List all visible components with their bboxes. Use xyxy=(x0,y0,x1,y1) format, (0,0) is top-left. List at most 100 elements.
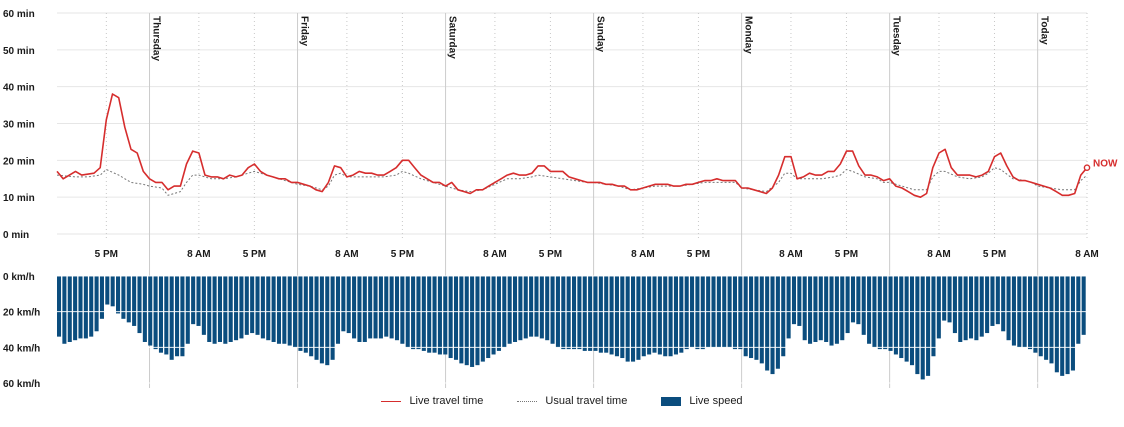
live-speed-bar xyxy=(250,276,255,334)
legend: Live travel time Usual travel time Live … xyxy=(0,395,1124,407)
live-speed-bar xyxy=(432,276,437,353)
live-speed-bar xyxy=(529,276,534,337)
live-speed-bar xyxy=(743,276,748,357)
live-speed-bar xyxy=(400,276,405,344)
live-speed-bar xyxy=(604,276,609,353)
live-speed-bar xyxy=(818,276,823,341)
live-speed-bar xyxy=(1001,276,1006,332)
live-speed-bar xyxy=(368,276,373,339)
live-speed-bar xyxy=(512,276,518,342)
live-speed-bar xyxy=(850,276,856,323)
live-speed-bar xyxy=(534,276,539,337)
live-speed-bar xyxy=(330,276,335,360)
live-speed-bar xyxy=(979,276,984,337)
legend-label: Live travel time xyxy=(409,395,484,407)
live-speed-bar xyxy=(813,276,818,342)
live-speed-bar xyxy=(99,276,104,319)
live-speed-bar xyxy=(496,276,501,351)
live-speed-bar xyxy=(947,276,952,323)
travel-time-tick-label: 10 min xyxy=(3,193,35,204)
time-tick-label: 8 AM xyxy=(1075,249,1099,260)
live-speed-bar xyxy=(588,276,593,351)
live-speed-bar xyxy=(486,276,491,359)
live-speed-bar xyxy=(582,276,587,351)
time-tick-label: 5 PM xyxy=(95,249,118,260)
live-speed-bar xyxy=(411,276,416,350)
live-speed-bar xyxy=(936,276,941,339)
live-speed-bar xyxy=(244,276,249,335)
live-speed-bar xyxy=(57,276,62,337)
traffic-chart: Thursday Friday Saturday Sunday Monday Tuesda… xyxy=(3,9,1118,390)
live-speed-bar xyxy=(137,276,142,334)
live-speed-bar xyxy=(1060,276,1065,376)
live-speed-bar xyxy=(952,276,957,334)
live-speed-bar xyxy=(475,276,480,366)
live-speed-bar xyxy=(67,276,72,342)
live-speed-bar xyxy=(636,276,641,360)
live-speed-bar xyxy=(614,276,619,357)
live-speed-bar xyxy=(164,276,169,355)
live-speed-bar xyxy=(523,276,528,339)
now-marker: NOW xyxy=(1083,159,1118,171)
day-label: Monday xyxy=(743,16,754,54)
time-tick-label: 5 PM xyxy=(983,249,1006,260)
live-speed-bar xyxy=(427,276,432,353)
live-speed-bar xyxy=(781,276,786,357)
time-tick-label: 5 PM xyxy=(391,249,414,260)
time-axis: 5 PM 8 AM 5 PM 8 AM 5 PM 8 AM 5 PM 8 AM 5 PM 8 AM… xyxy=(95,249,1099,260)
time-tick-label: 5 PM xyxy=(243,249,266,260)
live-speed-bar xyxy=(105,276,110,305)
live-speed-bar xyxy=(861,276,866,335)
live-speed-bar xyxy=(770,276,775,375)
live-speed-bar xyxy=(609,276,614,355)
live-speed-bar xyxy=(791,276,797,325)
live-speed-bar xyxy=(394,276,400,341)
legend-item-live-speed: Live speed xyxy=(661,395,743,407)
live-speed-bar xyxy=(958,276,963,342)
live-speed-bar xyxy=(840,276,845,341)
live-speed-bar xyxy=(668,276,673,357)
usual-travel-time-swatch xyxy=(517,400,538,402)
live-speed-bar xyxy=(749,276,754,359)
live-speed-bar xyxy=(759,276,764,364)
live-speed-bar xyxy=(319,276,324,364)
live-speed-bar xyxy=(915,276,920,375)
day-dividers: Thursday Friday Saturday Sunday Monday Tuesda… xyxy=(105,13,1088,388)
live-speed-bar xyxy=(652,276,657,353)
live-speed-bar xyxy=(266,276,271,341)
live-speed-bar xyxy=(631,276,636,362)
live-speed-bar xyxy=(657,276,662,355)
live-speed-bar xyxy=(185,276,190,344)
live-speed-bar xyxy=(663,276,668,357)
live-speed-bar xyxy=(158,276,163,353)
live-speed-bar xyxy=(507,276,512,344)
live-speed-bar xyxy=(480,276,485,362)
live-speed-bar xyxy=(443,276,448,355)
live-speed-bar xyxy=(1027,276,1033,350)
live-speed-bar xyxy=(754,276,759,360)
speed-tick-label: 0 km/h xyxy=(3,272,35,283)
live-speed-bar xyxy=(926,276,931,376)
live-speed-bar xyxy=(899,276,904,359)
live-speed-bar xyxy=(765,276,770,371)
live-speed-bar xyxy=(73,276,78,341)
live-speed-bar xyxy=(1038,276,1043,357)
live-speed-bar xyxy=(802,276,807,341)
live-speed-bar xyxy=(121,276,126,319)
grid-lines xyxy=(57,12,1087,235)
live-speed-bar xyxy=(1011,276,1016,346)
live-speed-bar xyxy=(641,276,646,357)
day-label: Thursday xyxy=(151,16,162,61)
live-speed-bar xyxy=(459,276,464,364)
live-speed-bar xyxy=(282,276,287,344)
live-speed-bar xyxy=(695,276,700,350)
live-speed-bar xyxy=(132,276,137,326)
speed-tick-label: 40 km/h xyxy=(3,343,40,354)
live-speed-bar xyxy=(577,276,582,350)
time-tick-label: 8 AM xyxy=(779,249,803,260)
live-speed-bar xyxy=(341,276,346,332)
legend-item-live-travel-time: Live travel time xyxy=(381,395,483,407)
speed-grid-lines xyxy=(57,275,1087,384)
live-speed-bar xyxy=(539,276,544,339)
travel-time-tick-label: 60 min xyxy=(3,9,35,20)
